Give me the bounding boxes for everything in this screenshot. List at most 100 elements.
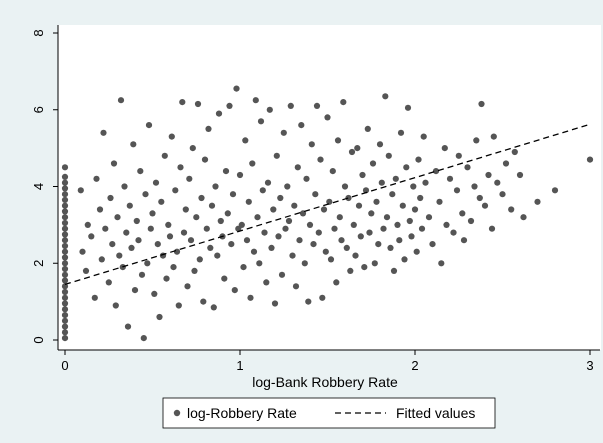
scatter-point	[488, 225, 496, 232]
scatter-point	[61, 164, 69, 171]
scatter-point	[270, 206, 277, 213]
scatter-point	[198, 194, 205, 202]
scatter-point	[61, 237, 69, 244]
scatter-point	[436, 198, 443, 205]
scatter-point	[418, 225, 426, 232]
scatter-point	[229, 191, 237, 198]
scatter-point	[214, 252, 221, 259]
scatter-point	[200, 298, 207, 305]
scatter-point	[144, 260, 151, 267]
scatter-point	[520, 214, 527, 221]
y-tick-label: 4	[31, 183, 46, 190]
scatter-point	[390, 267, 398, 274]
scatter-point	[371, 260, 378, 267]
scatter-point	[140, 335, 147, 342]
scatter-point	[385, 152, 392, 159]
scatter-point	[179, 99, 186, 106]
scatter-point	[511, 148, 518, 156]
scatter-point	[446, 175, 454, 182]
scatter-point	[329, 168, 336, 175]
scatter-point	[201, 156, 209, 163]
scatter-point	[408, 233, 415, 240]
scatter-point	[453, 187, 461, 194]
scatter-point	[231, 287, 238, 294]
scatter-point	[61, 277, 69, 284]
scatter-point	[294, 164, 301, 171]
scatter-point	[61, 242, 69, 250]
scatter-point	[250, 248, 258, 255]
scatter-point	[61, 179, 69, 186]
scatter-point	[284, 183, 291, 190]
scatter-point	[130, 141, 137, 148]
scatter-point	[331, 225, 338, 232]
scatter-point	[508, 206, 515, 213]
scatter-point	[177, 164, 184, 171]
scatter-point	[61, 191, 69, 198]
y-tick-label: 8	[31, 29, 46, 36]
scatter-point	[264, 179, 272, 186]
scatter-point	[280, 129, 287, 136]
fitted-values-line	[64, 123, 591, 286]
scatter-point	[149, 210, 156, 217]
scatter-point	[340, 99, 347, 106]
scatter-point	[285, 217, 293, 225]
scatter-point	[359, 171, 366, 179]
scatter-point	[397, 129, 405, 136]
scatter-point	[151, 290, 158, 297]
scatter-point	[312, 191, 319, 198]
scatter-point	[193, 214, 200, 221]
scatter-point	[252, 97, 259, 104]
scatter-point	[207, 244, 214, 251]
scatter-point	[61, 196, 69, 203]
scatter-point	[320, 206, 328, 213]
scatter-point	[425, 214, 433, 221]
scatter-point	[102, 225, 109, 232]
scatter-point	[473, 137, 480, 144]
scatter-point	[341, 183, 349, 190]
scatter-point	[467, 217, 475, 225]
scatter-point	[238, 221, 245, 228]
scatter-point	[387, 244, 394, 251]
scatter-point	[96, 206, 104, 213]
scatter-point	[378, 179, 385, 186]
scatter-point	[282, 225, 289, 232]
scatter-point	[61, 185, 69, 192]
scatter-point	[392, 175, 399, 182]
scatter-point	[443, 221, 450, 228]
scatter-point	[61, 271, 69, 278]
scatter-point	[502, 160, 510, 167]
scatter-point	[417, 194, 424, 202]
scatter-point	[347, 267, 354, 274]
x-axis-title: log-Bank Robbery Rate	[252, 374, 398, 390]
scatter-point	[61, 214, 69, 221]
scatter-point	[82, 267, 90, 274]
scatter-point	[61, 265, 69, 273]
scatter-point	[161, 152, 168, 159]
scatter-point	[170, 264, 177, 271]
scatter-point	[266, 106, 273, 113]
scatter-point	[61, 329, 69, 336]
y-tick-label: 0	[31, 336, 46, 343]
scatter-point	[196, 256, 203, 263]
scatter-point	[205, 125, 212, 132]
scatter-point	[366, 229, 373, 236]
scatter-point	[368, 210, 375, 217]
scatter-point	[336, 214, 343, 221]
scatter-point	[249, 160, 256, 167]
scatter-point	[84, 221, 91, 228]
scatter-point	[357, 233, 364, 240]
scatter-point	[464, 164, 471, 171]
scatter-point	[268, 244, 275, 251]
scatter-point	[306, 221, 314, 228]
scatter-point	[210, 304, 217, 311]
scatter-point	[121, 183, 128, 190]
scatter-point	[308, 141, 315, 148]
scatter-point	[79, 248, 86, 255]
scatter-point	[240, 264, 247, 271]
scatter-point	[247, 294, 254, 301]
scatter-point	[354, 145, 361, 152]
scatter-point	[287, 102, 294, 109]
scatter-point	[383, 214, 391, 221]
scatter-point	[382, 93, 389, 100]
